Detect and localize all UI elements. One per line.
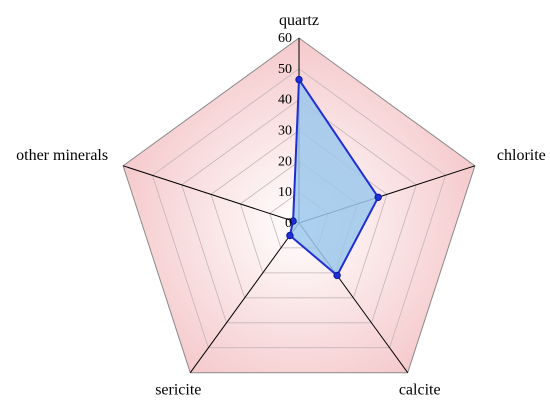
category-label-sericite: sericite	[155, 382, 201, 399]
tick-label: 30	[278, 124, 292, 139]
data-point-quartz	[295, 75, 303, 84]
tick-label: 20	[278, 154, 292, 169]
data-point-chlorite	[374, 193, 382, 202]
data-point-other-minerals	[289, 217, 297, 225]
data-point-sericite	[286, 231, 294, 240]
category-label-chlorite: chlorite	[497, 147, 546, 164]
radial-tick-labels: 0 10 20 30 40 50 60	[278, 31, 292, 231]
spoke-sericite	[189, 222, 300, 373]
tick-label: 50	[278, 62, 292, 77]
grid-ring	[210, 130, 388, 299]
spoke-other-minerals	[122, 165, 300, 224]
category-labels: quartz chlorite calcite sericite other miner…	[16, 12, 546, 399]
category-label-calcite: calcite	[399, 382, 441, 399]
grid-ring	[151, 68, 447, 349]
tick-label: 0	[285, 216, 292, 231]
series-area	[288, 76, 380, 277]
tick-label: 40	[278, 93, 292, 108]
category-label-quartz: quartz	[279, 12, 319, 29]
category-label-other-minerals: other minerals	[16, 147, 108, 164]
grid-ring	[181, 99, 417, 324]
tick-label: 10	[278, 185, 292, 200]
data-point-calcite	[333, 271, 341, 280]
tick-label: 60	[278, 31, 292, 46]
series-layer	[286, 75, 382, 280]
